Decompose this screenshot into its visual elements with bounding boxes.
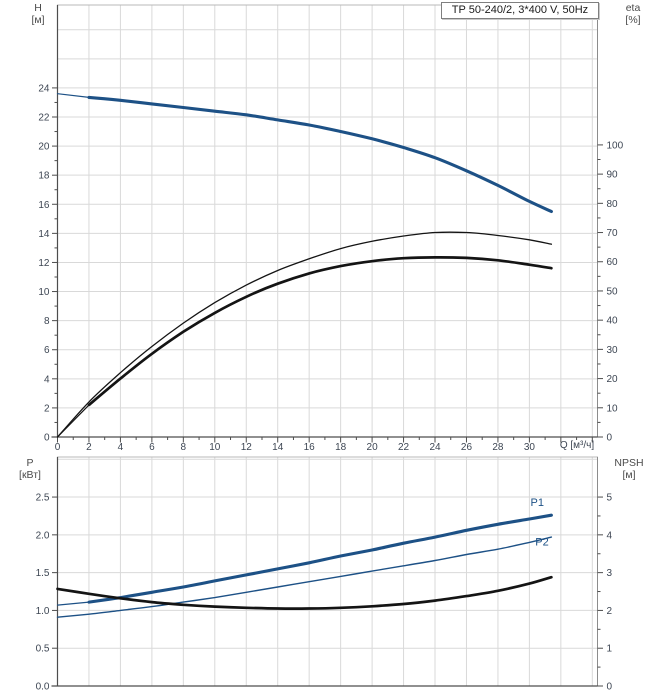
axis-ticks: 0.0 0.5 1.0 1.5 2.0 2.5 0 1 2 3 4 5 [36, 493, 613, 693]
curve-label-p2: P2 [535, 536, 548, 548]
head-and-efficiency-vs-flow-plot: 0 2 4 6 8 10 12 14 16 18 20 22 24 26 28 300246810121416… [38, 4, 624, 453]
left-tick-label: 2.0 [36, 530, 50, 541]
x-tick-label: 0 [55, 442, 61, 453]
left-tick-label: 18 [38, 171, 50, 182]
right-tick-label: 2 [607, 606, 613, 617]
pump-model-badge: TP 50-240/2, 3*400 V, 50Hz [441, 2, 599, 19]
x-tick-label: 26 [461, 442, 473, 453]
left-tick-label: 8 [44, 316, 50, 327]
right-tick-label: 3 [607, 568, 613, 579]
left-tick-label: 4 [44, 374, 50, 385]
left-tick-label: 12 [38, 258, 50, 269]
left-tick-label: 0 [44, 433, 50, 444]
x-tick-label: 22 [398, 442, 410, 453]
right-tick-label: 10 [607, 403, 619, 414]
left-tick-label: 22 [38, 113, 50, 124]
x-tick-label: 20 [367, 442, 379, 453]
left-tick-label: 1.5 [36, 568, 50, 579]
left-tick-label: 24 [38, 83, 50, 94]
h-axis-unit: [м] [31, 14, 45, 26]
eta-axis-unit-label: eta [%] [612, 2, 654, 26]
p-axis-symbol: P [26, 457, 34, 469]
curve-NPSH [56, 575, 553, 610]
right-tick-label: 30 [607, 345, 619, 356]
curve-P1 [56, 513, 553, 606]
power-and-npsh-vs-flow-plot: 0.0 0.5 1.0 1.5 2.0 2.5 0 1 2 3 4 5 P1 P2 [36, 456, 613, 693]
x-tick-label: 6 [149, 442, 155, 453]
x-tick-label: 10 [209, 442, 221, 453]
x-tick-label: 14 [272, 442, 284, 453]
h-axis-unit-label: H [м] [18, 2, 58, 26]
x-tick-label: 4 [118, 442, 124, 453]
left-tick-label: 0.0 [36, 682, 50, 693]
gridlines [57, 457, 598, 686]
npsh-axis-unit: [м] [622, 469, 636, 481]
x-tick-label: 12 [241, 442, 253, 453]
plot-frame [51, 4, 598, 438]
right-tick-label: 4 [607, 530, 613, 541]
npsh-axis-unit-label: NPSH [м] [604, 457, 654, 481]
x-tick-label: 24 [429, 442, 441, 453]
plot-frame [51, 456, 598, 687]
x-tick-label: 2 [86, 442, 92, 453]
right-tick-label: 100 [607, 140, 624, 151]
axis-ticks: 0 2 4 6 8 10 12 14 16 18 20 22 24 26 28 300246810121416… [38, 83, 623, 453]
x-tick-label: 8 [181, 442, 187, 453]
right-tick-label: 90 [607, 170, 619, 181]
right-tick-label: 40 [607, 316, 619, 327]
left-tick-label: 10 [38, 287, 50, 298]
left-tick-label: 20 [38, 142, 50, 153]
right-tick-label: 5 [607, 493, 613, 504]
right-tick-label: 0 [607, 682, 613, 693]
right-tick-label: 50 [607, 286, 619, 297]
gridlines [57, 5, 598, 437]
left-tick-label: 2 [44, 403, 50, 414]
right-tick-label: 20 [607, 374, 619, 385]
left-tick-label: 0.5 [36, 644, 50, 655]
curve-eta-pump [56, 231, 553, 438]
right-tick-label: 60 [607, 257, 619, 268]
x-tick-label: 16 [304, 442, 316, 453]
right-tick-label: 70 [607, 228, 619, 239]
eta-axis-symbol: eta [625, 2, 641, 14]
right-tick-label: 1 [607, 644, 613, 655]
h-axis-symbol: H [34, 2, 42, 14]
curve-eta-pump-motor [56, 256, 553, 438]
curve-H-curve [56, 93, 553, 214]
right-tick-label: 0 [607, 433, 613, 444]
left-tick-label: 1.0 [36, 606, 50, 617]
left-tick-label: 6 [44, 345, 50, 356]
left-tick-label: 16 [38, 200, 50, 211]
eta-axis-unit: [%] [625, 14, 641, 26]
p-axis-unit: [кВт] [19, 469, 41, 481]
curve-P2 [56, 536, 553, 618]
p-axis-unit-label: P [кВт] [8, 457, 52, 481]
x-tick-label: 30 [524, 442, 536, 453]
right-tick-label: 80 [607, 199, 619, 210]
x-tick-label: 18 [335, 442, 347, 453]
left-tick-label: 14 [38, 229, 50, 240]
curve-label-p1: P1 [531, 497, 544, 509]
npsh-axis-symbol: NPSH [614, 457, 644, 469]
left-tick-label: 2.5 [36, 493, 50, 504]
q-axis-unit-label: Q [м³/ч] [559, 440, 595, 451]
x-tick-label: 28 [492, 442, 504, 453]
